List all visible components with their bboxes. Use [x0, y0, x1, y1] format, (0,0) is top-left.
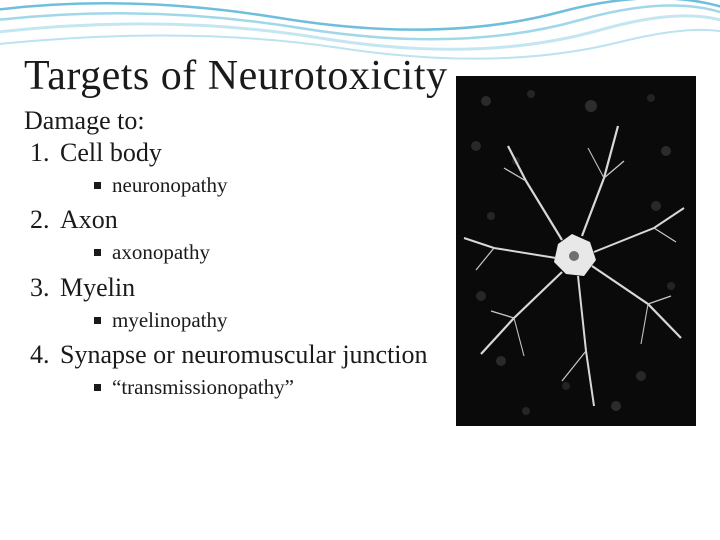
item-label: Axon [60, 205, 118, 234]
list-item: 1.Cell body neuronopathy [30, 138, 440, 199]
item-number: 2. [30, 205, 60, 235]
main-list: 1.Cell body neuronopathy 2.Axon axonopat… [24, 138, 440, 401]
neuron-microscopy-image [456, 76, 696, 426]
sub-item: axonopathy [94, 239, 440, 266]
sub-item: “transmissionopathy” [94, 374, 440, 401]
image-column [456, 76, 696, 426]
item-number: 3. [30, 273, 60, 303]
sub-item: myelinopathy [94, 307, 440, 334]
item-number: 1. [30, 138, 60, 168]
sub-item: neuronopathy [94, 172, 440, 199]
item-label: Cell body [60, 138, 162, 167]
sublist: neuronopathy [30, 172, 440, 199]
item-label: Synapse or neuromuscular junction [60, 340, 428, 369]
slide-subtitle: Damage to: [24, 106, 440, 136]
list-item: 2.Axon axonopathy [30, 205, 440, 266]
sublist: axonopathy [30, 239, 440, 266]
sublist: “transmissionopathy” [30, 374, 440, 401]
list-item: 3.Myelin myelinopathy [30, 273, 440, 334]
item-label: Myelin [60, 273, 135, 302]
sublist: myelinopathy [30, 307, 440, 334]
list-item: 4.Synapse or neuromuscular junction “tra… [30, 340, 440, 401]
item-number: 4. [30, 340, 60, 370]
slide-content: Targets of Neurotoxicity Damage to: 1.Ce… [0, 0, 720, 442]
